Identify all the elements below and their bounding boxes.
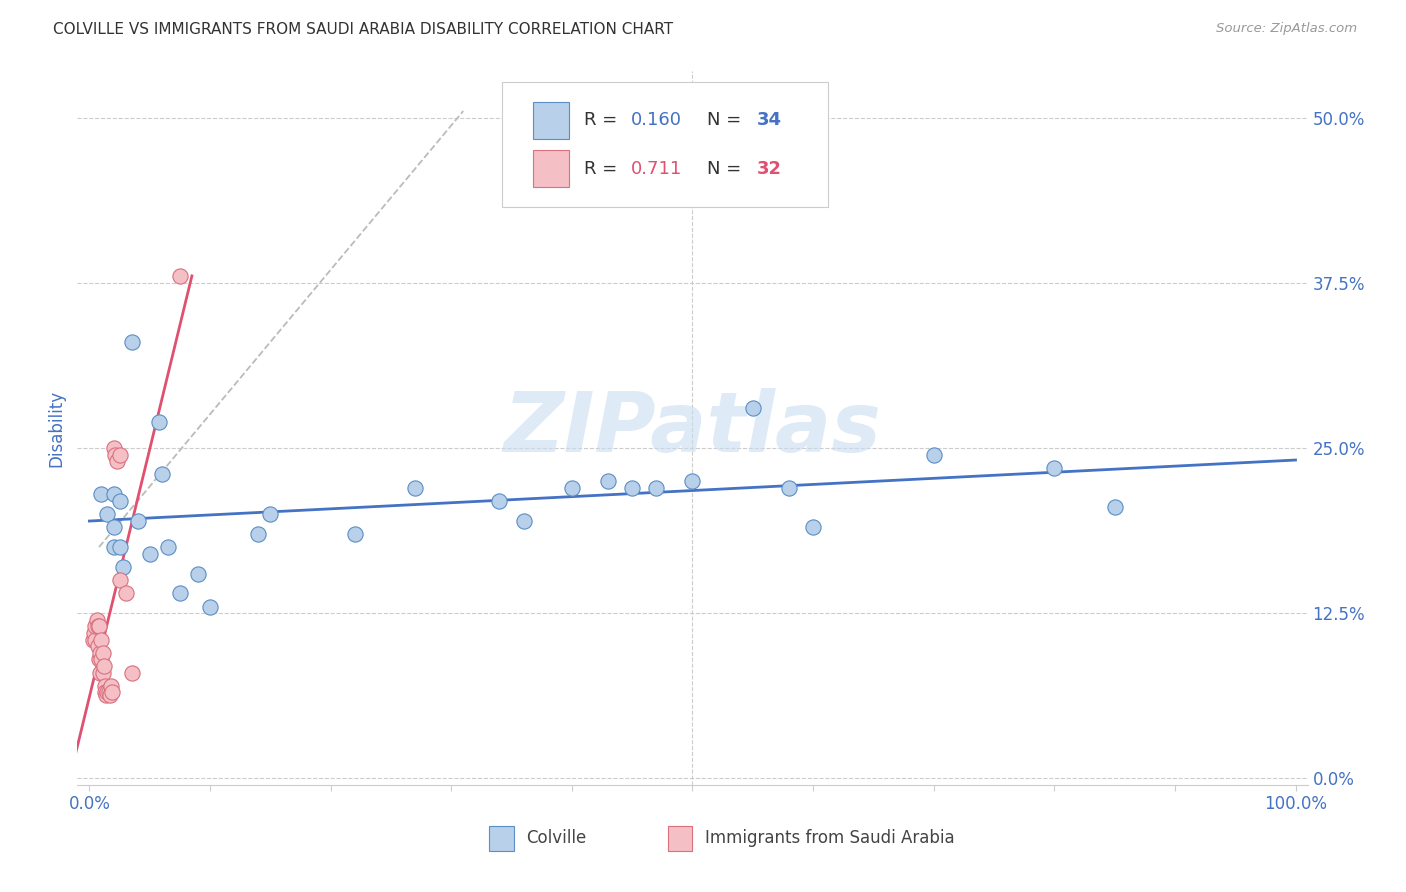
Text: Colville: Colville (526, 830, 586, 847)
Point (488, 493, 510, 508)
Point (105, 454, 128, 468)
Point (103, 487, 125, 501)
Text: COLVILLE VS IMMIGRANTS FROM SAUDI ARABIA DISABILITY CORRELATION CHART: COLVILLE VS IMMIGRANTS FROM SAUDI ARABIA… (53, 22, 673, 37)
Text: 32: 32 (756, 160, 782, 178)
Point (127, 514, 149, 528)
Point (104, 448, 127, 462)
Point (922, 448, 945, 462)
Text: 0.711: 0.711 (631, 160, 682, 178)
Point (91, 646, 114, 660)
Text: 34: 34 (756, 112, 782, 129)
Text: Immigrants from Saudi Arabia: Immigrants from Saudi Arabia (704, 830, 955, 847)
Point (108, 540, 131, 554)
Point (86, 613, 108, 627)
Point (89, 665, 111, 680)
FancyBboxPatch shape (668, 826, 693, 851)
Point (148, 415, 170, 429)
Point (404, 481, 426, 495)
Point (596, 474, 619, 488)
Point (801, 520, 824, 534)
Point (97, 685, 120, 699)
Point (741, 401, 763, 416)
FancyBboxPatch shape (489, 826, 515, 851)
Text: R =: R = (585, 112, 623, 129)
Point (1104, 500, 1126, 515)
Point (682, 474, 704, 488)
Point (247, 527, 270, 541)
Point (94, 679, 117, 693)
Point (121, 665, 143, 680)
Point (259, 507, 281, 521)
Point (108, 573, 131, 587)
Point (82, 632, 104, 647)
Text: 0.160: 0.160 (631, 112, 682, 129)
Point (198, 599, 221, 614)
Point (103, 540, 125, 554)
Text: N =: N = (707, 112, 747, 129)
Point (91, 665, 114, 680)
FancyBboxPatch shape (533, 150, 569, 187)
Point (100, 679, 122, 693)
Point (343, 527, 366, 541)
Point (87, 652, 110, 666)
Text: N =: N = (707, 160, 747, 178)
Text: Source: ZipAtlas.com: Source: ZipAtlas.com (1216, 22, 1357, 36)
Point (87, 619, 110, 633)
Point (621, 481, 644, 495)
Point (169, 269, 191, 284)
Point (108, 448, 131, 462)
Y-axis label: Disability: Disability (48, 390, 66, 467)
Point (512, 514, 534, 528)
Point (112, 560, 135, 574)
Point (87, 619, 110, 633)
Text: R =: R = (585, 160, 623, 178)
FancyBboxPatch shape (502, 82, 828, 207)
FancyBboxPatch shape (533, 102, 569, 139)
Point (84, 619, 107, 633)
Point (103, 441, 125, 455)
Point (89, 646, 111, 660)
Point (114, 586, 136, 600)
Point (93, 659, 115, 673)
Point (645, 481, 668, 495)
Point (778, 481, 800, 495)
Point (156, 540, 179, 554)
Point (138, 547, 160, 561)
Point (561, 481, 583, 495)
Text: ZIPatlas: ZIPatlas (503, 388, 882, 468)
Point (94, 685, 117, 699)
Point (96, 685, 118, 699)
Point (83, 626, 105, 640)
Point (108, 493, 131, 508)
Point (103, 520, 125, 534)
Point (96, 507, 118, 521)
Point (90, 487, 112, 501)
Point (169, 586, 191, 600)
Point (90, 652, 112, 666)
Point (1043, 460, 1066, 475)
Point (87, 639, 110, 653)
Point (150, 467, 173, 482)
Point (98, 688, 121, 702)
Point (121, 335, 143, 350)
Point (101, 685, 124, 699)
Point (84, 632, 107, 647)
Point (187, 566, 209, 581)
Point (90, 632, 112, 647)
Point (96, 688, 118, 702)
